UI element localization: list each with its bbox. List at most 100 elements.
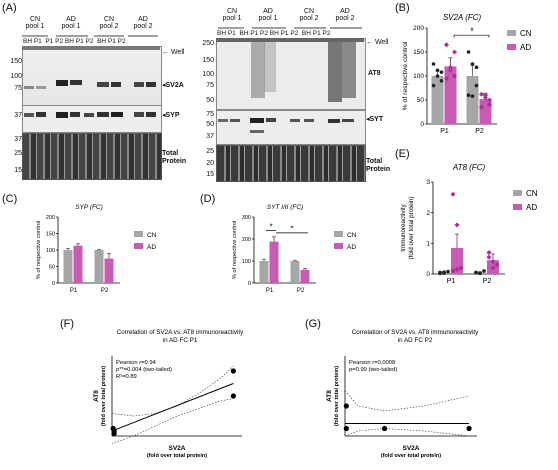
panel-label-a: (A) — [2, 2, 17, 14]
legend-swatch-ad — [513, 204, 522, 210]
label-sv2a: ◂SV2A — [162, 82, 184, 89]
stats-text: p**=0.004 (two-tailed) — [116, 367, 172, 373]
x-axis-label: (fold over total protein) — [381, 453, 441, 459]
data-point — [438, 271, 442, 276]
data-point — [431, 83, 436, 88]
group-label: CN pool 2 — [99, 16, 119, 31]
mw-marker: 15 — [206, 171, 214, 178]
chart-title: AT8 (FC) — [452, 163, 486, 172]
y-tick-label: 0 — [426, 271, 430, 278]
data-point — [474, 83, 479, 88]
legend-label-cn: CN — [347, 232, 357, 239]
membrane-syt — [216, 110, 366, 145]
bar-ad — [104, 258, 114, 283]
mw-marker: 37 — [14, 136, 22, 143]
y-axis-label: AT8 — [93, 390, 100, 402]
x-tick-label: P1 — [440, 128, 449, 135]
panel-label-e: (E) — [395, 148, 410, 160]
blot-right: CN pool 1 AD pool 1 CN pool 2 AD pool 2 BH P… — [190, 0, 410, 200]
y-tick-label: 50 — [49, 265, 55, 271]
data-point — [343, 403, 349, 409]
chart-syt: SYT I/II (FC) 0 100 200 300 % of respective c… — [232, 204, 357, 294]
group-label: AD pool 1 — [61, 16, 81, 31]
confidence-band — [111, 398, 234, 444]
x-tick-label: P1 — [70, 288, 78, 294]
y-tick-label: 100 — [413, 73, 424, 80]
bar-ad — [269, 241, 279, 283]
panel-label-d: (D) — [200, 193, 216, 205]
legend-label-cn: CN — [147, 232, 157, 239]
y-tick-label: 150 — [413, 49, 424, 56]
y-axis-label: (fold over total protein) — [101, 366, 107, 426]
data-point — [474, 65, 479, 70]
label-syp: ◂SYP — [162, 112, 180, 119]
data-point — [439, 79, 444, 83]
label-at8: AT8 — [368, 70, 381, 77]
mw-marker: 25 — [14, 150, 22, 157]
label-total-protein: Total Protein — [162, 150, 187, 165]
x-tick-label: P2 — [297, 288, 305, 294]
chart-title: SYT I/II (FC) — [267, 204, 303, 211]
legend-label-cn: CN — [520, 29, 532, 38]
chart-title: SYP (FC) — [75, 204, 103, 211]
confidence-band — [344, 428, 470, 437]
significance-star: * — [470, 26, 474, 36]
membrane-syp — [22, 105, 162, 133]
data-point — [478, 91, 485, 97]
stats-text: R²=0.89 — [116, 374, 137, 380]
bar-cn — [94, 250, 104, 283]
mw-marker: 150 — [10, 58, 22, 65]
panel-label-b: (B) — [395, 2, 410, 14]
x-axis-label: SV2A — [403, 445, 420, 452]
bar-cn — [466, 76, 479, 124]
mw-marker: 20 — [206, 160, 214, 167]
data-point — [230, 368, 236, 374]
data-point — [486, 249, 492, 256]
panel-label-f: (F) — [60, 318, 75, 330]
y-tick-label: 200 — [46, 215, 55, 221]
y-axis-label: (fold over total protein) — [408, 197, 415, 260]
y-axis-label: Immunoreactivity — [400, 203, 407, 251]
y-tick-label: 150 — [46, 232, 55, 238]
chart-at8: AT8 (FC) 0 1 2 3 Immunoreactivity (fold over t… — [400, 163, 538, 285]
legend-swatch-cn — [134, 231, 143, 237]
y-tick-label: 300 — [242, 215, 251, 221]
lane-labels: BH P1 P1 P2 BH P1 P2 BH P1 P2 — [23, 38, 126, 45]
legend-label-ad: AD — [347, 244, 356, 251]
y-axis-label: % of respective control — [36, 221, 42, 280]
group-label: CN pool 2 — [299, 8, 319, 23]
y-tick-label: 1 — [426, 241, 430, 248]
group-label: AD pool 2 — [335, 8, 355, 23]
x-tick-label: P2 — [101, 288, 109, 294]
mw-marker: 75 — [206, 111, 214, 118]
y-tick-label: 200 — [242, 237, 251, 243]
legend-label-ad: AD — [526, 203, 537, 212]
chart-sv2a: SV2A (FC) 0 50 100 150 200 % of respective con… — [402, 13, 532, 135]
data-point — [450, 268, 456, 274]
legend-swatch-cn — [507, 30, 516, 36]
chart-correlation-p1: Correlation of SV2A vs. AT8 immunoreacti… — [93, 329, 244, 459]
significance-star: * — [269, 223, 272, 232]
legend-label-cn: CN — [526, 189, 538, 198]
data-point — [494, 262, 500, 268]
data-point — [482, 269, 486, 273]
chart-correlation-p2: Correlation of SV2A vs. AT8 immunoreacti… — [326, 329, 479, 459]
x-tick-label: P2 — [475, 128, 484, 135]
mw-marker: 15 — [14, 167, 22, 174]
lane-labels: BH P1 BH P1 P2 BH P1 P2 BH P1 P2 — [217, 30, 331, 37]
membrane-total-protein — [22, 133, 162, 180]
legend-swatch-ad — [134, 243, 143, 249]
chart-title: SV2A (FC) — [443, 13, 482, 22]
bar-cn — [259, 261, 269, 283]
bar-cn — [63, 250, 73, 283]
label-total-protein: Total Protein — [366, 158, 391, 173]
group-label: CN pool 1 — [25, 16, 45, 31]
legend-swatch-ad — [507, 44, 516, 50]
mw-marker: 150 — [202, 57, 214, 64]
x-axis-label: (fold over total protein) — [147, 453, 207, 459]
mw-marker: 37 — [206, 133, 214, 140]
data-point — [466, 425, 472, 432]
mw-marker: 50 — [206, 97, 214, 104]
data-point — [474, 270, 478, 275]
data-point — [343, 425, 349, 432]
